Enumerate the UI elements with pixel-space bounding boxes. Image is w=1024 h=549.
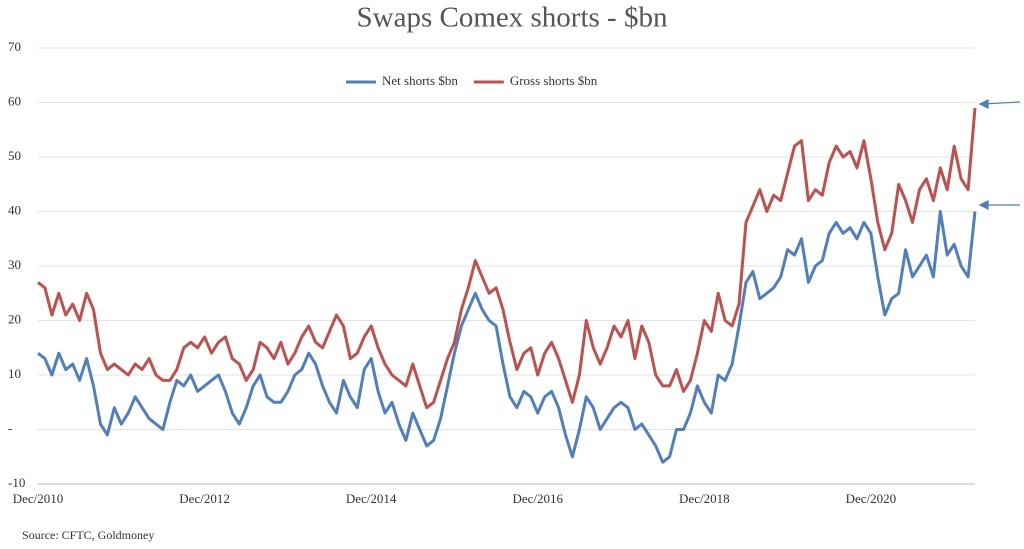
source-note: Source: CFTC, Goldmoney	[22, 528, 154, 542]
y-tick-label: -	[8, 420, 12, 435]
x-tick-label: Dec/2016	[512, 491, 563, 506]
arrows	[978, 98, 1021, 211]
data-line	[37, 210, 977, 464]
x-tick-label: Dec/2012	[179, 491, 230, 506]
y-tick-label: 40	[8, 202, 21, 217]
y-tick-label: 30	[8, 257, 21, 272]
arrow-head	[978, 98, 989, 110]
legend-label: Gross shorts $bn	[510, 73, 598, 88]
arrow-head	[978, 199, 989, 211]
x-tick-label: Dec/2018	[679, 491, 730, 506]
y-tick-label: 70	[8, 39, 21, 54]
data-line	[37, 107, 977, 410]
x-tick-label: Dec/2010	[13, 491, 64, 506]
x-tick-label: Dec/2020	[846, 491, 897, 506]
y-tick-label: 60	[8, 93, 21, 108]
y-tick-label: 10	[8, 366, 21, 381]
chart-title: Swaps Comex shorts - $bn	[357, 2, 668, 34]
legend-label: Net shorts $bn	[382, 73, 458, 88]
y-tick-label: 50	[8, 148, 21, 163]
y-tick-label: 20	[8, 311, 21, 326]
y-tick-label: -10	[8, 475, 25, 490]
x-tick-label: Dec/2014	[346, 491, 397, 506]
